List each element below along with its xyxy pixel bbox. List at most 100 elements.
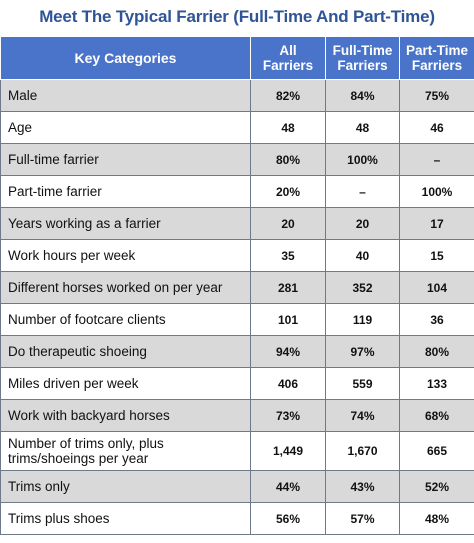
row-label: Male [0, 79, 251, 112]
cell-part-time: 133 [399, 367, 474, 400]
cell-full-time: 84% [325, 79, 400, 112]
cell-full-time: 48 [325, 111, 400, 144]
table-row: Number of footcare clients 101 119 36 [0, 303, 474, 336]
row-label: Full-time farrier [0, 143, 251, 176]
cell-part-time: 104 [399, 271, 474, 304]
cell-full-time: 559 [325, 367, 400, 400]
table-row: Trims plus shoes 56% 57% 48% [0, 502, 474, 535]
table-row: Trims only 44% 43% 52% [0, 470, 474, 503]
row-label-line: Trims only [8, 479, 70, 494]
table-row: Work hours per week 35 40 15 [0, 239, 474, 272]
cell-all-farriers: 281 [250, 271, 326, 304]
cell-all-farriers: 82% [250, 79, 326, 112]
farrier-table: Key Categories All Farriers Full-Time Farr… [0, 36, 474, 535]
cell-part-time: 52% [399, 470, 474, 503]
header-line: Farriers [337, 58, 388, 73]
cell-full-time: 97% [325, 335, 400, 368]
cell-full-time: 74% [325, 399, 400, 432]
cell-all-farriers: 80% [250, 143, 326, 176]
cell-full-time: 20 [325, 207, 400, 240]
row-label: Years working as a farrier [0, 207, 251, 240]
cell-all-farriers: 1,449 [250, 431, 326, 471]
cell-part-time: 80% [399, 335, 474, 368]
table-row: Number of trims only, plus trims/shoeings… [0, 431, 474, 471]
row-label-line: Work hours per week [8, 248, 136, 263]
cell-full-time: 40 [325, 239, 400, 272]
row-label: Miles driven per week [0, 367, 251, 400]
row-label-line: Years working as a farrier [8, 216, 161, 231]
header-line: Full-Time [332, 43, 393, 58]
header-line: All [279, 43, 297, 58]
cell-all-farriers: 94% [250, 335, 326, 368]
row-label-line: Male [8, 88, 38, 103]
row-label: Trims only [0, 470, 251, 503]
row-label: Number of trims only, plus trims/shoeings… [0, 431, 251, 471]
cell-part-time: – [399, 143, 474, 176]
row-label-line: Full-time farrier [8, 152, 99, 167]
cell-part-time: 75% [399, 79, 474, 112]
header-all-farriers: All Farriers [250, 36, 326, 80]
header-row: Key Categories All Farriers Full-Time Farr… [0, 36, 474, 80]
row-label: Trims plus shoes [0, 502, 251, 535]
cell-part-time: 48% [399, 502, 474, 535]
row-label: Work with backyard horses [0, 399, 251, 432]
cell-part-time: 15 [399, 239, 474, 272]
cell-part-time: 665 [399, 431, 474, 471]
cell-part-time: 100% [399, 175, 474, 208]
cell-full-time: 57% [325, 502, 400, 535]
table-row: Age 48 48 46 [0, 111, 474, 144]
table-row: Male 82% 84% 75% [0, 79, 474, 112]
header-full-time-farriers: Full-Time Farriers [325, 36, 400, 80]
row-label: Number of footcare clients [0, 303, 251, 336]
cell-all-farriers: 406 [250, 367, 326, 400]
table-row: Part-time farrier 20% –100% [0, 175, 474, 208]
row-label-line: Number of footcare clients [8, 312, 166, 327]
table-row: Different horses worked on per year 281 35… [0, 271, 474, 304]
cell-all-farriers: 73% [250, 399, 326, 432]
header-part-time-farriers: Part-Time Farriers [399, 36, 474, 80]
row-label-line: Work with backyard horses [8, 408, 170, 423]
header-line: Farriers [411, 58, 463, 73]
row-label: Work hours per week [0, 239, 251, 272]
cell-part-time: 36 [399, 303, 474, 336]
table-row: Years working as a farrier 20 20 17 [0, 207, 474, 240]
row-label-line: Different horses worked on per year [8, 280, 223, 295]
cell-part-time: 17 [399, 207, 474, 240]
cell-all-farriers: 20% [250, 175, 326, 208]
cell-full-time: 1,670 [325, 431, 400, 471]
row-label-line: Age [8, 120, 33, 135]
cell-full-time: 352 [325, 271, 400, 304]
row-label-line: Number of trims only, plus [8, 436, 164, 451]
row-label: Do therapeutic shoeing [0, 335, 251, 368]
cell-full-time: 119 [325, 303, 400, 336]
row-label-line: Do therapeutic shoeing [8, 344, 147, 359]
table-row: Work with backyard horses 73% 74% 68% [0, 399, 474, 432]
cell-all-farriers: 48 [250, 111, 326, 144]
header-line: Key Categories [74, 49, 177, 66]
cell-all-farriers: 44% [250, 470, 326, 503]
header-key-categories: Key Categories [0, 36, 251, 80]
cell-full-time: – [325, 175, 400, 208]
cell-part-time: 68% [399, 399, 474, 432]
table-row: Do therapeutic shoeing 94% 97% 80% [0, 335, 474, 368]
table-row: Full-time farrier 80% 100% – [0, 143, 474, 176]
row-label: Age [0, 111, 251, 144]
table-body: Male 82% 84% 75% Age 48 48 46 Full-time farrier 8… [0, 79, 474, 535]
row-label: Part-time farrier [0, 175, 251, 208]
cell-all-farriers: 20 [250, 207, 326, 240]
table-title: Meet The Typical Farrier (Full-Time And … [39, 7, 435, 26]
cell-full-time: 43% [325, 470, 400, 503]
row-label-line: Trims plus shoes [8, 511, 110, 526]
row-label-line: Miles driven per week [8, 376, 139, 391]
cell-all-farriers: 101 [250, 303, 326, 336]
cell-all-farriers: 56% [250, 502, 326, 535]
header-line: Farriers [262, 58, 314, 73]
row-label: Different horses worked on per year [0, 271, 251, 304]
cell-all-farriers: 35 [250, 239, 326, 272]
cell-full-time: 100% [325, 143, 400, 176]
row-label-line: trims/shoeings per year [8, 451, 149, 466]
row-label-line: Part-time farrier [8, 184, 102, 199]
cell-part-time: 46 [399, 111, 474, 144]
header-line: Part-Time [405, 43, 469, 58]
table-row: Miles driven per week 406 559 133 [0, 367, 474, 400]
